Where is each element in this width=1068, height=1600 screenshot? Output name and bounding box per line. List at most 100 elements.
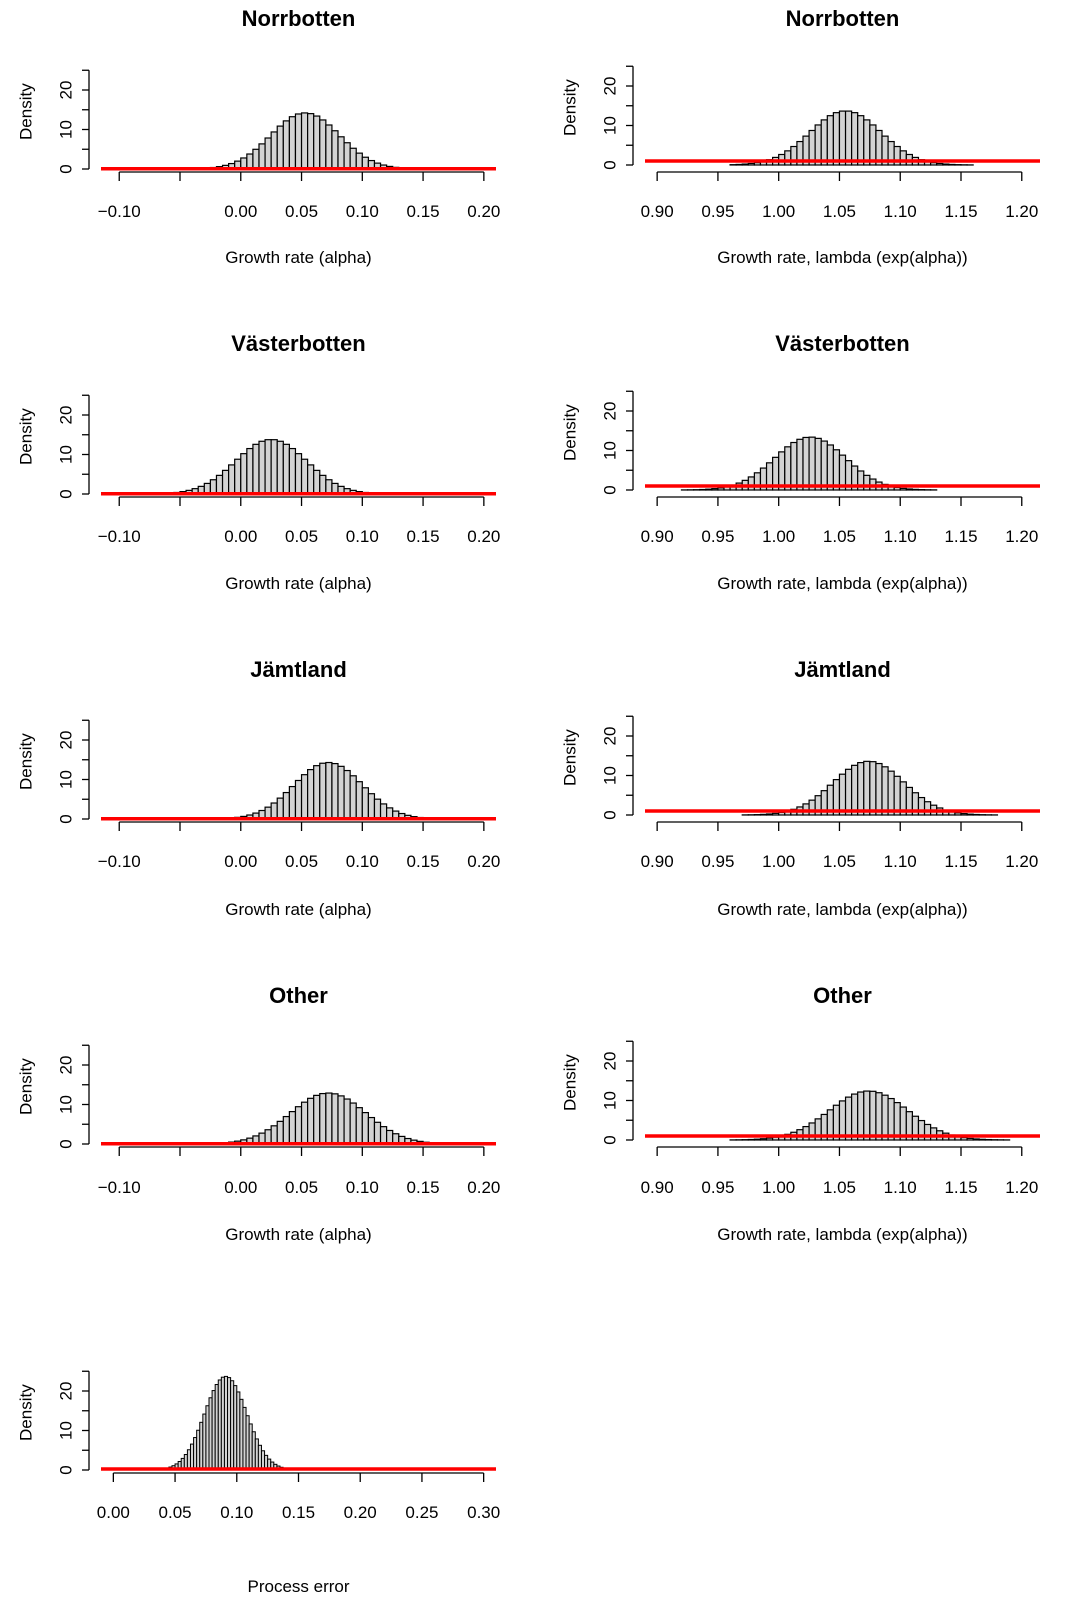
histogram-bar	[869, 1090, 877, 1141]
histogram-bar	[337, 1095, 345, 1145]
histogram-bar	[313, 1094, 321, 1145]
histogram-bar	[954, 812, 962, 816]
histogram-bar	[319, 474, 327, 495]
histogram-bar	[209, 479, 218, 495]
y-tick-label: 0	[56, 1465, 75, 1474]
histogram-bar	[905, 488, 913, 491]
histogram-bar	[313, 469, 321, 495]
histogram-bar	[355, 781, 363, 820]
x-tick-label: 1.05	[823, 852, 856, 871]
histogram-bar	[972, 813, 980, 816]
histogram-bar	[711, 488, 719, 491]
y-tick-label: 20	[600, 727, 619, 746]
x-tick-label: 1.00	[762, 202, 795, 221]
histogram-bar	[228, 464, 236, 495]
histogram-bar	[784, 150, 792, 166]
x-tick-label: 0.10	[220, 1503, 253, 1522]
histogram-bar	[863, 474, 871, 491]
x-axis-label: Growth rate, lambda (exp(alpha))	[717, 900, 967, 919]
histogram-bar	[808, 436, 816, 491]
histogram-bar	[379, 803, 388, 820]
histogram-bar	[881, 1094, 889, 1141]
x-tick-label: 0.10	[346, 1178, 379, 1197]
histogram-bar	[930, 162, 938, 166]
histogram-bar	[778, 451, 786, 491]
histogram-bar	[373, 798, 382, 820]
x-tick-label: 0.10	[346, 527, 379, 546]
x-tick-label: 0.05	[285, 1178, 318, 1197]
histogram-bar	[337, 136, 345, 170]
histogram-bar	[349, 1102, 357, 1145]
histogram-bar	[790, 441, 798, 491]
y-axis-label: Density	[560, 1054, 579, 1111]
x-tick-label: 1.00	[762, 527, 795, 546]
histogram-bar	[355, 1107, 363, 1145]
histogram-bar	[802, 436, 810, 491]
y-tick-label: 20	[600, 77, 619, 96]
x-tick-label: 1.20	[1005, 852, 1038, 871]
histogram-bar	[765, 1137, 774, 1141]
histogram-bar	[288, 785, 297, 820]
y-tick-label: 20	[600, 402, 619, 421]
histogram-bar	[215, 474, 224, 495]
x-tick-label: 1.10	[884, 852, 917, 871]
histogram-bar	[300, 774, 309, 820]
x-tick-label: 1.05	[823, 1178, 856, 1197]
y-axis-label: Density	[16, 1384, 35, 1441]
x-tick-label: 1.05	[823, 202, 856, 221]
y-tick-label: 10	[56, 445, 75, 464]
histogram-bar	[349, 775, 357, 820]
histogram-bar	[705, 488, 713, 491]
y-tick-label: 0	[600, 485, 619, 494]
y-tick-label: 0	[56, 489, 75, 498]
panel-title: Västerbotten	[231, 331, 365, 356]
histogram-bar	[747, 1138, 755, 1141]
histogram-bar	[221, 469, 230, 495]
y-tick-label: 20	[56, 81, 75, 100]
histogram-bar	[759, 1138, 768, 1141]
histogram-bar	[276, 125, 284, 170]
histogram-bar	[240, 453, 248, 495]
x-tick-label: 0.20	[344, 1503, 377, 1522]
x-tick-label: 0.15	[282, 1503, 315, 1522]
x-tick-label: 1.10	[884, 1178, 917, 1197]
x-axis-label: Growth rate (alpha)	[225, 574, 371, 593]
x-tick-label: 0.20	[467, 202, 500, 221]
x-tick-label: 0.25	[405, 1503, 438, 1522]
histogram-bar	[252, 148, 260, 170]
histogram-bar	[325, 124, 333, 170]
x-tick-label: 0.05	[159, 1503, 192, 1522]
histogram-bar	[699, 488, 707, 491]
histogram-bar	[325, 761, 333, 820]
histogram-bar	[282, 443, 290, 495]
histogram-bar	[753, 162, 762, 166]
histogram-bar	[966, 1137, 974, 1141]
histogram-bar	[325, 479, 333, 495]
histogram-bar	[361, 1111, 369, 1145]
histogram-bar	[307, 464, 315, 495]
y-tick-label: 10	[600, 766, 619, 785]
histogram-bar	[857, 762, 865, 816]
histogram-bar	[960, 813, 968, 816]
x-tick-label: 0.95	[701, 852, 734, 871]
y-tick-label: 10	[56, 120, 75, 139]
x-tick-label: 0.95	[701, 527, 734, 546]
histogram-bar	[294, 779, 303, 820]
x-tick-label: 0.00	[224, 527, 257, 546]
histogram-bar	[814, 437, 822, 491]
histogram-bar	[863, 1090, 871, 1141]
histogram-bar	[379, 1126, 388, 1145]
histogram-bar	[349, 147, 357, 170]
histogram-bar	[759, 813, 768, 816]
panel-title: Other	[269, 983, 328, 1008]
x-tick-label: 0.15	[407, 852, 440, 871]
histogram-bar	[252, 443, 260, 495]
panel-title: Jämtland	[250, 657, 347, 682]
x-tick-label: 0.05	[285, 527, 318, 546]
x-tick-label: 0.95	[701, 202, 734, 221]
histogram-bar	[826, 444, 834, 491]
histogram-bar	[319, 1092, 327, 1145]
histogram-bar	[294, 453, 303, 495]
histogram-bar	[246, 447, 254, 495]
histogram-bar	[294, 1106, 303, 1145]
